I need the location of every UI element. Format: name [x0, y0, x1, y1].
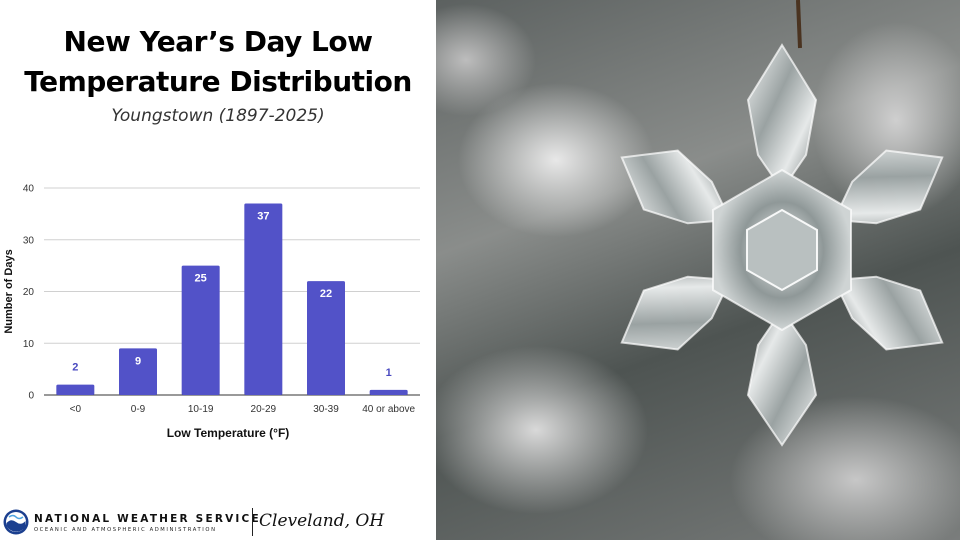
- bar-2: [181, 265, 220, 395]
- bars: [56, 203, 408, 395]
- y-tick-label: 30: [23, 235, 35, 246]
- y-tick-label: 40: [23, 184, 35, 195]
- bar-chart: 0 10 20 30 40 2 <0 9 0-9 25 10-19 37 20-29 22 30-39 1 40…: [3, 184, 420, 441]
- bar-3: [244, 203, 283, 395]
- data-label: 9: [135, 355, 141, 367]
- snowflake-ornament-image: [620, 0, 944, 447]
- data-label: 25: [195, 273, 207, 285]
- x-tick-label: 40 or above: [362, 404, 415, 415]
- bar-0: [56, 384, 95, 395]
- labels: 0 10 20 30 40 2 <0 9 0-9 25 10-19 37 20-29 22 30-39 1 40…: [3, 184, 416, 441]
- footer-divider: [252, 508, 253, 536]
- y-axis-label: Number of Days: [3, 249, 15, 333]
- x-tick-label: 10-19: [188, 404, 214, 415]
- noaa-logo: [3, 509, 29, 535]
- title-line-2: Temperature Distribution: [24, 65, 412, 98]
- data-label: 1: [386, 367, 392, 379]
- data-label: 37: [257, 211, 269, 223]
- org-name: NATIONAL WEATHER SERVICE: [34, 513, 261, 525]
- y-tick-label: 20: [23, 287, 35, 298]
- page-subtitle: Youngstown (1897-2025): [111, 106, 325, 126]
- org-subtitle: OCEANIC AND ATMOSPHERIC ADMINISTRATION: [34, 527, 217, 533]
- x-axis-label: Low Temperature (°F): [167, 426, 290, 440]
- y-tick-label: 0: [28, 391, 34, 402]
- x-tick-label: 20-29: [251, 404, 277, 415]
- page-title: New Year’s Day Low Temperature Distribut…: [0, 22, 436, 102]
- office-name: Cleveland, OH: [259, 511, 385, 531]
- footer: NATIONAL WEATHER SERVICE OCEANIC AND ATM…: [0, 505, 436, 540]
- bar-1: [119, 348, 157, 395]
- x-tick-label: 30-39: [313, 404, 339, 415]
- bar-4: [307, 281, 345, 395]
- y-tick-label: 10: [23, 339, 35, 350]
- snowflake-photo: [436, 0, 960, 540]
- data-label: 22: [320, 288, 332, 300]
- title-line-1: New Year’s Day Low: [63, 25, 373, 58]
- bar-5: [369, 389, 408, 395]
- x-tick-label: 0-9: [131, 404, 146, 415]
- chart-panel: New Year’s Day Low Temperature Distribut…: [0, 0, 436, 540]
- grid-lines: [44, 187, 420, 396]
- x-tick-label: <0: [70, 404, 82, 415]
- data-label: 2: [72, 362, 78, 374]
